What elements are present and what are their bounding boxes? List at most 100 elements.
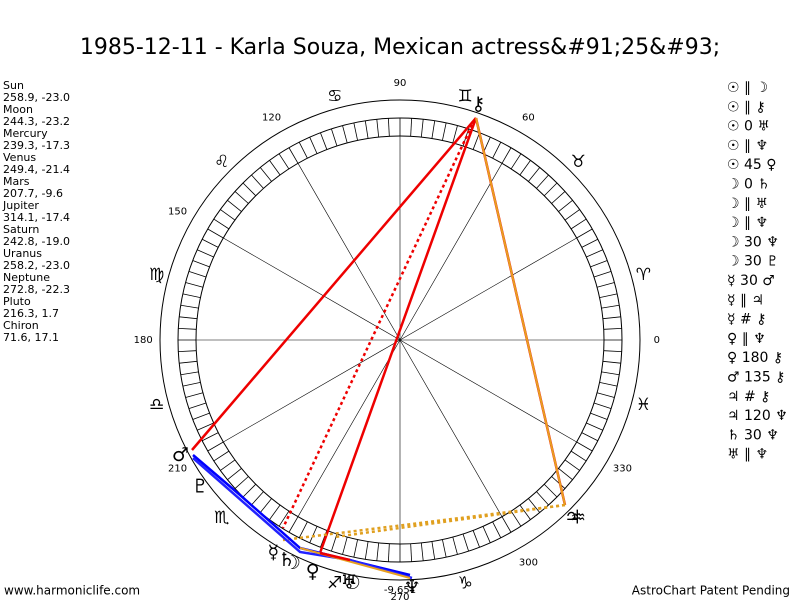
aspect-line [334, 503, 566, 539]
planet-name: Mercury [3, 127, 48, 140]
ring-tick [364, 120, 369, 139]
ring-tick [564, 459, 580, 471]
outer-circle [159, 99, 641, 581]
ring-tick [227, 468, 242, 481]
ring-tick [602, 316, 621, 320]
chart-title: 1985-12-11 - Karla Souza, Mexican actres… [80, 35, 720, 60]
spoke [297, 339, 401, 517]
planet-glyph: ♆ [404, 576, 421, 598]
degree-label: 60 [522, 113, 535, 124]
ring-tick [599, 382, 618, 387]
ring-tick [278, 510, 290, 527]
ring-tick [220, 209, 236, 221]
ring-tick [576, 228, 593, 239]
ring-tick [510, 510, 522, 527]
ring-tick [431, 541, 436, 560]
spokes [196, 136, 604, 544]
planet-coords: 71.6, 17.1 [3, 331, 59, 344]
planet-coords: 249.4, -21.4 [3, 163, 70, 176]
aspect-entry: ☿ 30 ♂ [727, 273, 775, 289]
ring-tick [420, 542, 424, 561]
ring-tick [364, 541, 369, 560]
planet-coords: 239.3, -17.3 [3, 139, 70, 152]
degree-ticks [178, 118, 622, 562]
ring-tick [251, 491, 264, 506]
spoke [399, 237, 577, 341]
ring-tick [576, 441, 593, 452]
ring-tick [462, 533, 469, 552]
sign-glyph: ♋ [327, 87, 342, 107]
ring-tick [376, 119, 380, 138]
sign-glyph: ♒ [571, 508, 586, 528]
aspect-lines [191, 117, 567, 580]
planet-name: Uranus [3, 247, 42, 260]
ring-tick [431, 120, 436, 139]
ring-tick [213, 218, 230, 230]
ring-tick [586, 422, 603, 431]
planet-glyph: ♅ [341, 571, 358, 593]
ring-tick [558, 468, 573, 481]
ring-tick [376, 542, 380, 561]
ring-tick [558, 199, 573, 212]
signs: ♈ ♉ ♊ ♋ ♌ ♍ ♎ ♏ ♐ ♑ ♒ ♓ [149, 87, 651, 594]
planet-coords: 258.2, -23.0 [3, 259, 70, 272]
ring-tick [185, 282, 204, 288]
ring-tick [192, 260, 210, 268]
planet-glyph: ☉ [344, 572, 361, 594]
ring-tick [259, 498, 272, 513]
sign-glyph: ♏ [214, 508, 229, 528]
ring-tick [179, 360, 198, 364]
ring-tick [197, 249, 214, 258]
planet-name: Jupiter [2, 199, 39, 212]
ring-tick [242, 483, 257, 498]
ring-tick [551, 476, 566, 489]
planet-coords: 272.8, -22.3 [3, 283, 70, 296]
planet-coords: 242.8, -19.0 [3, 235, 70, 248]
ring-tick [298, 142, 308, 159]
ring-tick [603, 327, 622, 330]
sign-glyph: ♓ [636, 395, 651, 415]
sign-glyph: ♍ [149, 265, 164, 285]
ring-tick [288, 516, 299, 533]
aspect-entry: ♅ ∥ ♆ [727, 447, 768, 463]
ring-tick [492, 521, 502, 538]
ring-tick [269, 160, 281, 176]
ring-tick [182, 382, 201, 387]
spoke [223, 237, 401, 341]
aspect-line [319, 551, 351, 562]
ring-tick [220, 459, 236, 471]
planet-name: Saturn [3, 223, 39, 236]
footer-right: AstroChart Patent Pending [632, 584, 790, 598]
ring-tick [202, 238, 219, 248]
ring-tick [188, 402, 207, 409]
aspect-entry: ♂ 135 ⚷ [727, 370, 785, 386]
degree-label: 90 [394, 78, 407, 89]
degree-label: 330 [613, 463, 632, 474]
planet-coords: 258.9, -23.0 [3, 91, 70, 104]
aspect-line [281, 124, 474, 529]
planet-name: Venus [3, 151, 36, 164]
spoke [399, 339, 577, 443]
ring-tick [420, 119, 424, 138]
planet-name: Moon [3, 103, 33, 116]
ring-tick [581, 238, 598, 248]
ring-tick [602, 360, 621, 364]
ring-tick [510, 153, 522, 170]
degree-label: 210 [168, 463, 187, 474]
spoke [223, 339, 401, 443]
planet-glyph: ☽ [284, 552, 301, 574]
planet-coords: 244.3, -23.2 [3, 115, 70, 128]
planet-coords: 207.7, -9.6 [3, 187, 63, 200]
ring-tick [179, 316, 198, 320]
ring-tick [353, 539, 358, 558]
ring-tick [309, 137, 318, 154]
degree-label: 120 [262, 113, 281, 124]
aspect-entry: ☽ 0 ♄ [727, 177, 770, 193]
ring-tick [442, 539, 447, 558]
ring-tick [570, 450, 587, 462]
planet-name: Neptune [3, 271, 50, 284]
ring-tick [501, 147, 512, 164]
aspect-line [299, 547, 411, 579]
degree-label: 0 [654, 335, 660, 346]
aspect-line [318, 117, 478, 554]
